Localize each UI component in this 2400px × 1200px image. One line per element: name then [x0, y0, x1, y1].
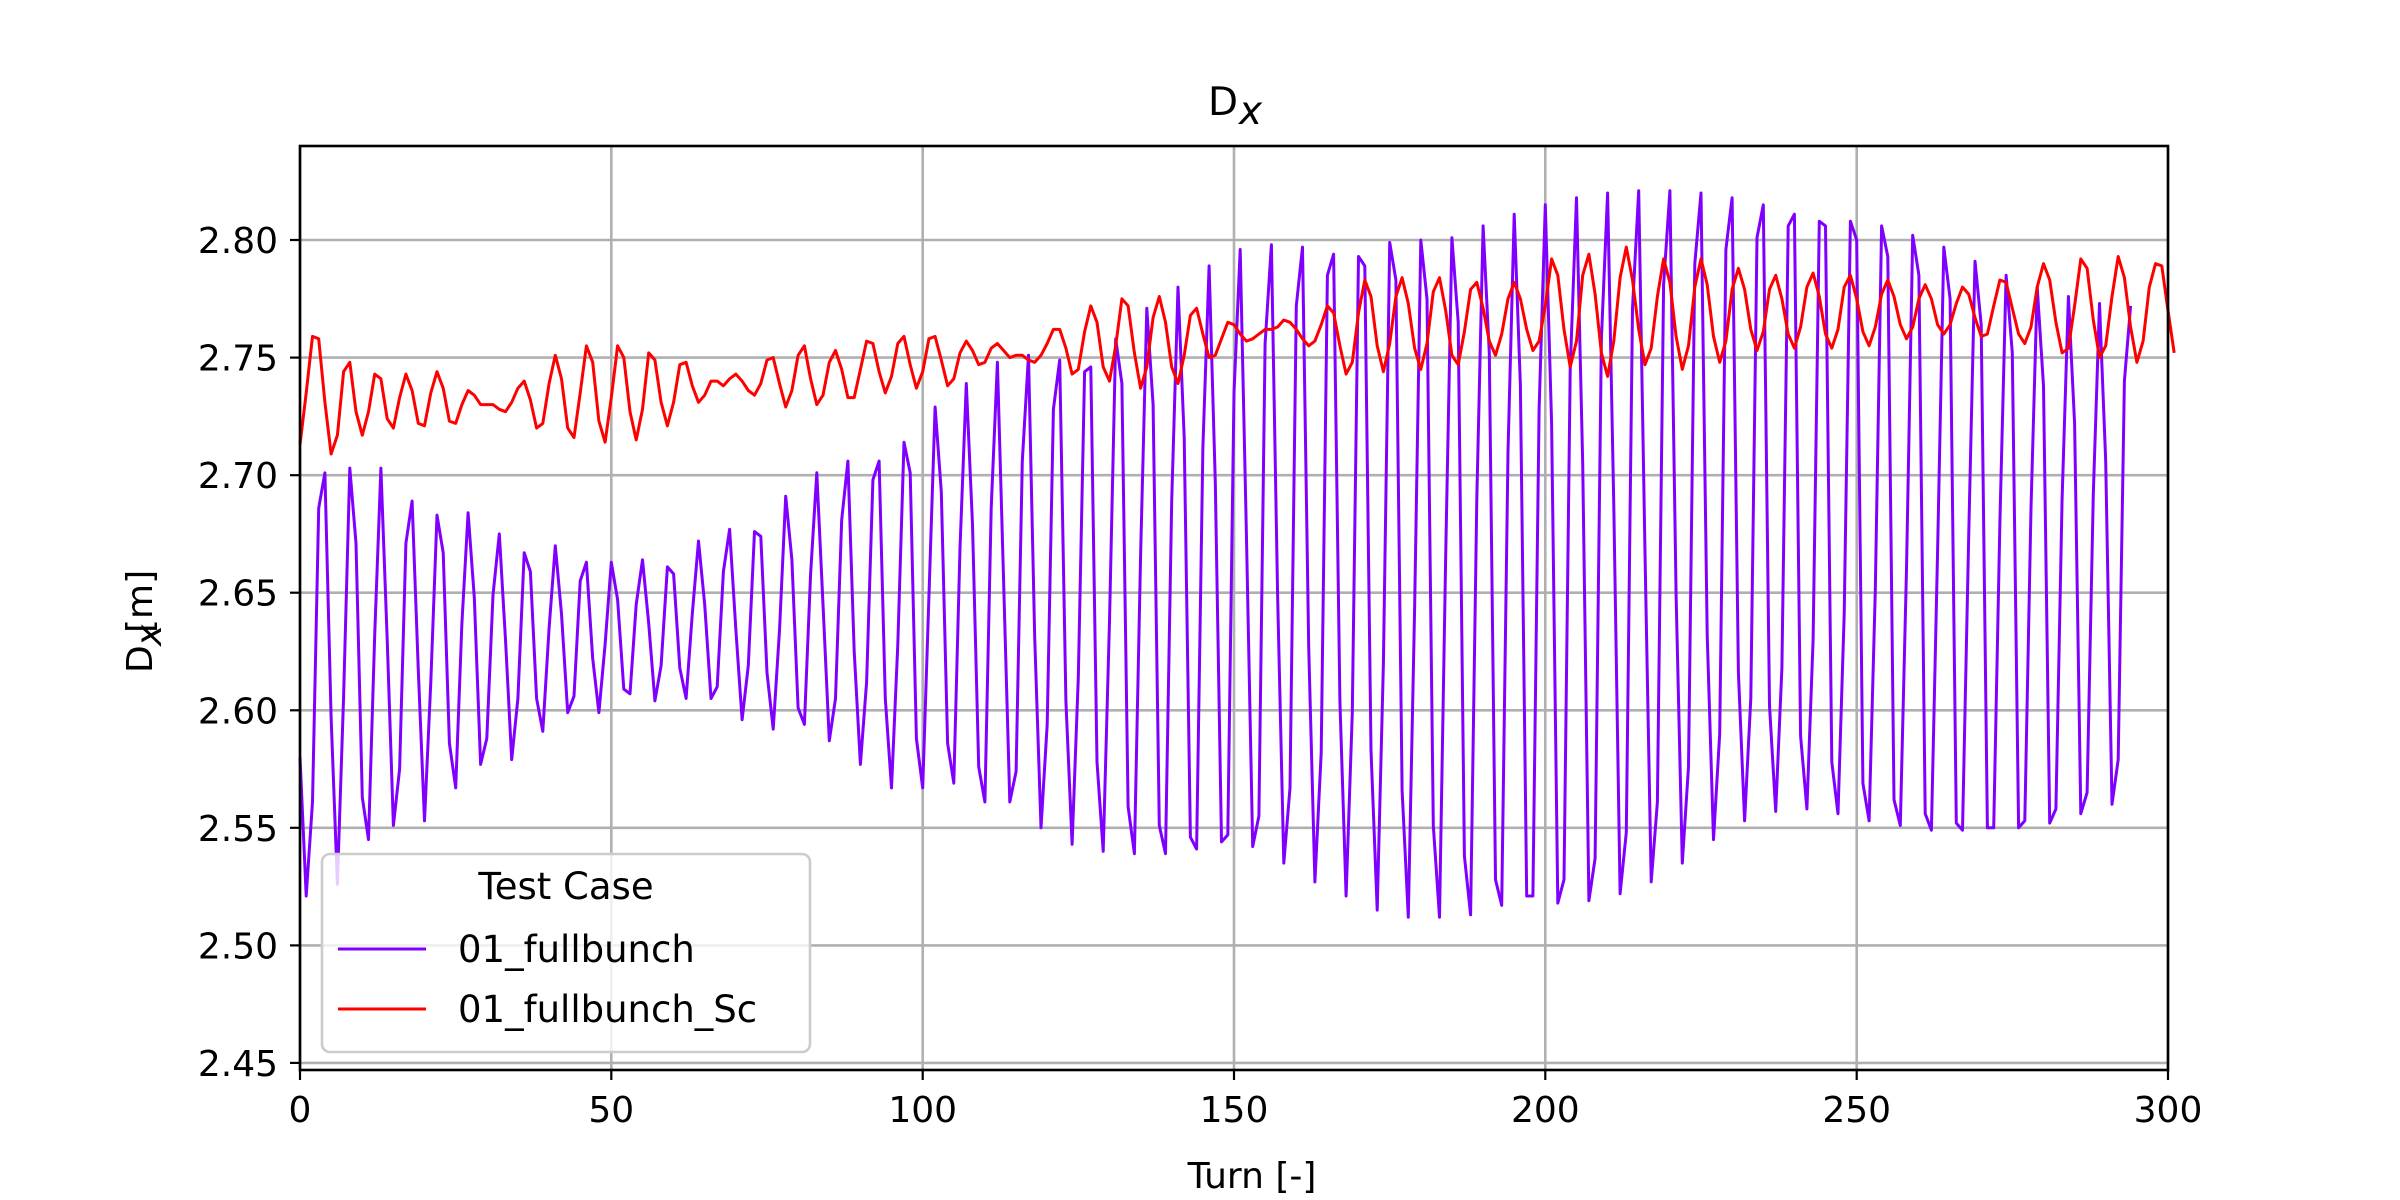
y-axis-title-unit: [m] [120, 570, 161, 633]
x-tick-label: 300 [2134, 1090, 2203, 1131]
legend-label-fullbunch: 01_fullbunch [458, 928, 695, 971]
x-tick-label: 100 [888, 1090, 957, 1131]
chart-title: D [1208, 80, 1238, 125]
x-axis-title: Turn [-] [1187, 1156, 1317, 1197]
series-layer [298, 189, 2176, 919]
legend-box [320, 852, 812, 1054]
y-tick-label: 2.45 [198, 1044, 278, 1085]
y-axis-title-subscript: x [129, 624, 170, 647]
chart-title-subscript: x [1237, 89, 1263, 134]
x-tick-label: 0 [289, 1090, 312, 1131]
x-tick-label: 150 [1200, 1090, 1269, 1131]
y-tick-label: 2.65 [198, 574, 278, 615]
y-tick-label: 2.75 [198, 339, 278, 380]
series-line-01-fullbunch-sc [298, 245, 2176, 456]
y-axis-title-main: D [120, 645, 161, 673]
y-tick-label: 2.70 [198, 456, 278, 497]
series-line-01-fullbunch [298, 189, 2133, 919]
y-tick-label: 2.60 [198, 691, 278, 732]
legend: Test Case 01_fullbunch 01_fullbunch_Sc [320, 852, 812, 1054]
y-axis: 2.45 2.50 2.55 2.60 2.65 2.70 2.75 2.80 [198, 221, 300, 1085]
y-tick-label: 2.50 [198, 926, 278, 967]
y-axis-title: D x [m] [120, 570, 170, 673]
x-axis: 0 50 100 150 200 250 300 [289, 1070, 2203, 1131]
x-tick-label: 50 [588, 1090, 634, 1131]
x-tick-label: 250 [1822, 1090, 1891, 1131]
legend-title: Test Case [477, 865, 653, 908]
legend-label-fullbunch-sc: 01_fullbunch_Sc [458, 988, 757, 1031]
plot-frame [298, 144, 2170, 1072]
y-tick-label: 2.55 [198, 809, 278, 850]
y-tick-label: 2.80 [198, 221, 278, 262]
x-tick-label: 200 [1511, 1090, 1580, 1131]
